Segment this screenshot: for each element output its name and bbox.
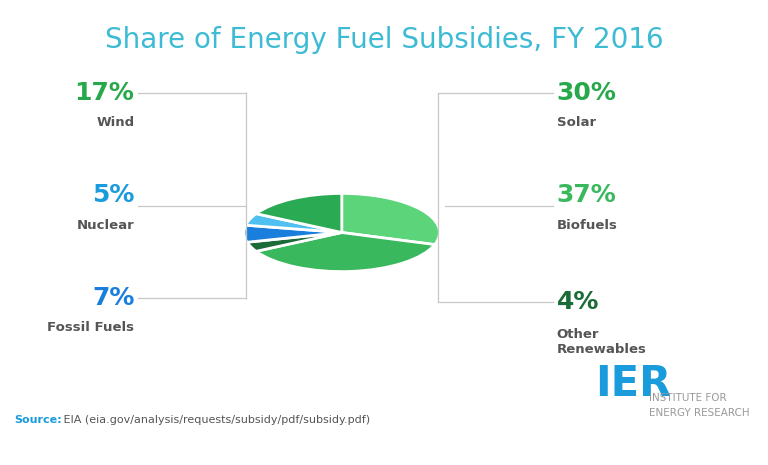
Text: Solar: Solar	[557, 116, 596, 129]
Wedge shape	[256, 193, 342, 232]
Text: EIA (eia.gov/analysis/requests/subsidy/pdf/subsidy.pdf): EIA (eia.gov/analysis/requests/subsidy/p…	[60, 415, 370, 425]
Text: Fossil Fuels: Fossil Fuels	[48, 321, 134, 334]
Text: 30%: 30%	[557, 81, 617, 105]
Wedge shape	[342, 193, 439, 245]
Text: INSTITUTE FOR
ENERGY RESEARCH: INSTITUTE FOR ENERGY RESEARCH	[649, 393, 750, 418]
Text: Biofuels: Biofuels	[557, 219, 617, 232]
Text: 17%: 17%	[74, 81, 134, 105]
Text: Other
Renewables: Other Renewables	[557, 328, 647, 356]
Text: Nuclear: Nuclear	[77, 219, 134, 232]
Text: Share of Energy Fuel Subsidies, FY 2016: Share of Energy Fuel Subsidies, FY 2016	[104, 26, 664, 53]
Wedge shape	[246, 213, 342, 232]
Text: 37%: 37%	[557, 183, 617, 207]
Wedge shape	[244, 225, 342, 242]
Wedge shape	[256, 232, 435, 272]
Text: 5%: 5%	[92, 183, 134, 207]
Text: Source:: Source:	[14, 415, 61, 425]
Text: IER: IER	[595, 363, 671, 405]
Wedge shape	[247, 232, 342, 252]
Text: 7%: 7%	[92, 286, 134, 310]
Text: 4%: 4%	[557, 290, 599, 314]
Text: Wind: Wind	[96, 116, 134, 129]
